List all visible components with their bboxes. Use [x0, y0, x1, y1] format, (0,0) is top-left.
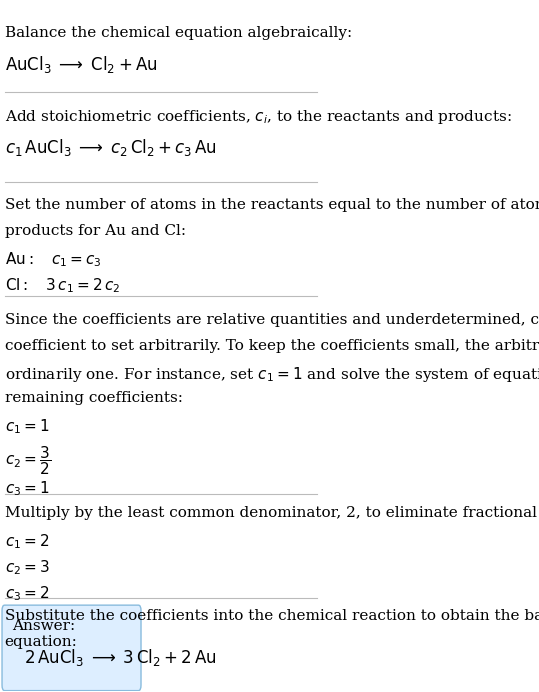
- Text: remaining coefficients:: remaining coefficients:: [4, 392, 183, 406]
- Text: equation:: equation:: [4, 635, 78, 650]
- Text: Balance the chemical equation algebraically:: Balance the chemical equation algebraica…: [4, 26, 352, 39]
- Text: ordinarily one. For instance, set $c_1 = 1$ and solve the system of equations fo: ordinarily one. For instance, set $c_1 =…: [4, 365, 539, 384]
- Text: $c_1\, \mathrm{AuCl_3} \;\longrightarrow\; c_2\, \mathrm{Cl_2} + c_3\, \mathrm{A: $c_1\, \mathrm{AuCl_3} \;\longrightarrow…: [4, 137, 217, 158]
- Text: Substitute the coefficients into the chemical reaction to obtain the balanced: Substitute the coefficients into the che…: [4, 609, 539, 623]
- Text: Add stoichiometric coefficients, $c_i$, to the reactants and products:: Add stoichiometric coefficients, $c_i$, …: [4, 108, 511, 126]
- Text: Answer:: Answer:: [12, 619, 76, 633]
- Text: $c_1 = 1$: $c_1 = 1$: [4, 418, 49, 437]
- Text: products for Au and Cl:: products for Au and Cl:: [4, 224, 186, 238]
- Text: $\mathrm{Cl:}\quad 3\,c_1 = 2\,c_2$: $\mathrm{Cl:}\quad 3\,c_1 = 2\,c_2$: [4, 276, 120, 295]
- Text: Multiply by the least common denominator, 2, to eliminate fractional coefficient: Multiply by the least common denominator…: [4, 506, 539, 520]
- Text: $c_2 = 3$: $c_2 = 3$: [4, 558, 50, 577]
- Text: $\mathrm{Au:}\quad c_1 = c_3$: $\mathrm{Au:}\quad c_1 = c_3$: [4, 251, 101, 269]
- Text: $\mathrm{AuCl_3} \;\longrightarrow\; \mathrm{Cl_2} + \mathrm{Au}$: $\mathrm{AuCl_3} \;\longrightarrow\; \ma…: [4, 55, 157, 75]
- Text: $c_1 = 2$: $c_1 = 2$: [4, 532, 49, 551]
- Text: $2\,\mathrm{AuCl_3} \;\longrightarrow\; 3\,\mathrm{Cl_2} + 2\,\mathrm{Au}$: $2\,\mathrm{AuCl_3} \;\longrightarrow\; …: [24, 646, 216, 668]
- Text: coefficient to set arbitrarily. To keep the coefficients small, the arbitrary va: coefficient to set arbitrarily. To keep …: [4, 339, 539, 353]
- FancyBboxPatch shape: [2, 605, 141, 691]
- Text: $c_2 = \dfrac{3}{2}$: $c_2 = \dfrac{3}{2}$: [4, 444, 51, 477]
- Text: Set the number of atoms in the reactants equal to the number of atoms in the: Set the number of atoms in the reactants…: [4, 198, 539, 212]
- Text: $c_3 = 2$: $c_3 = 2$: [4, 585, 49, 603]
- Text: $c_3 = 1$: $c_3 = 1$: [4, 480, 49, 498]
- Text: Since the coefficients are relative quantities and underdetermined, choose a: Since the coefficients are relative quan…: [4, 313, 539, 327]
